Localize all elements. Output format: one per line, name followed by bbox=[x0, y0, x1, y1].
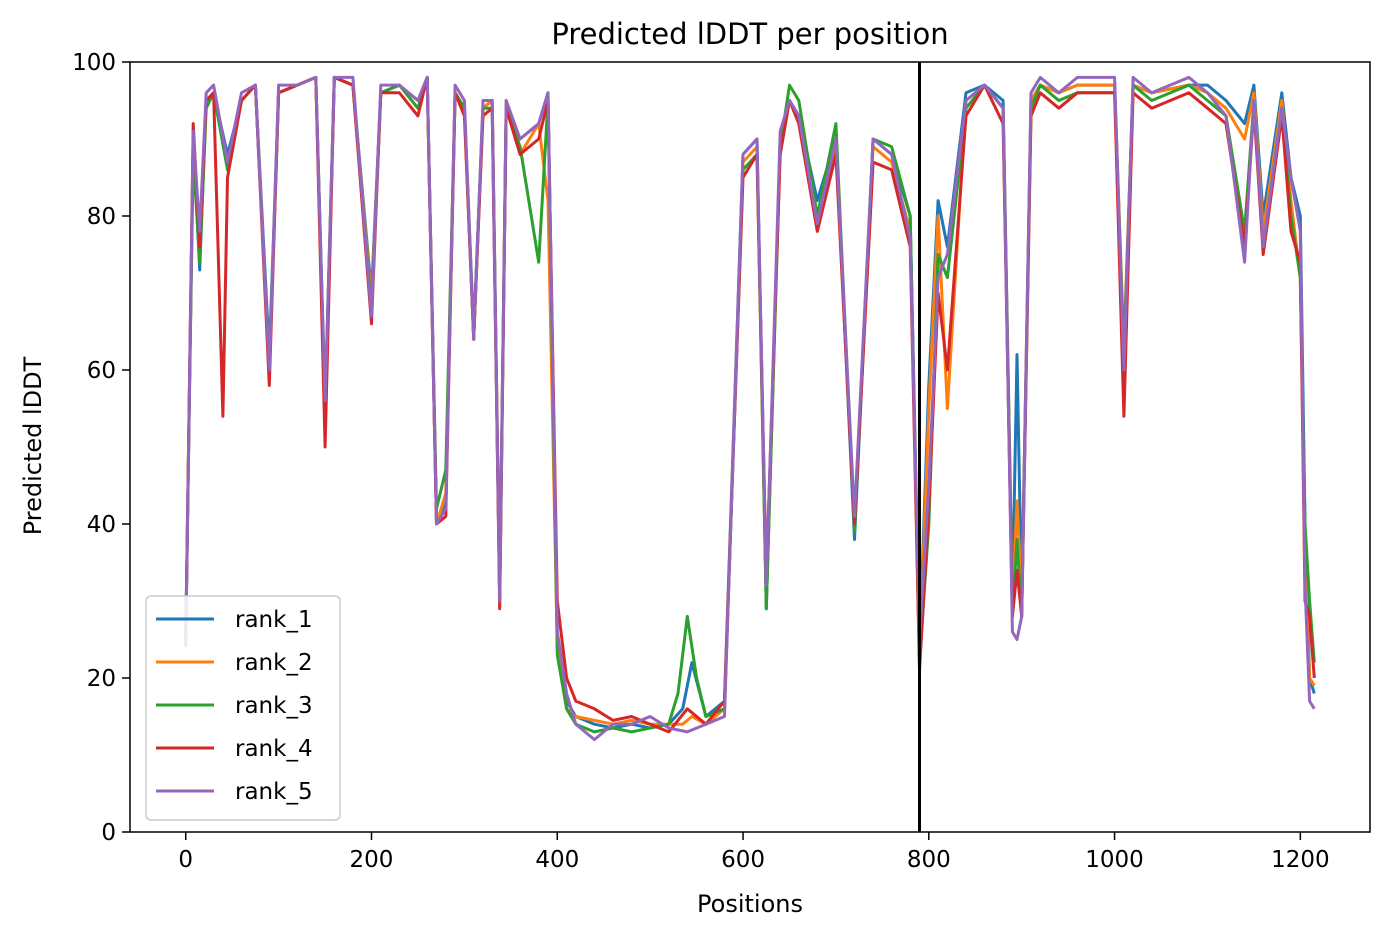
x-tick-label: 1200 bbox=[1271, 847, 1330, 873]
legend-label-rank_3: rank_3 bbox=[235, 693, 313, 719]
y-tick-label: 60 bbox=[87, 358, 116, 384]
plot-frame bbox=[129, 61, 1371, 833]
legend-box bbox=[145, 595, 341, 821]
legend-label-rank_5: rank_5 bbox=[235, 779, 313, 805]
legend-label-rank_2: rank_2 bbox=[235, 650, 313, 676]
chart-title: Predicted lDDT per position bbox=[551, 17, 948, 51]
y-axis-label: Predicted lDDT bbox=[19, 356, 47, 535]
x-axis-label: Positions bbox=[697, 890, 803, 918]
x-tick-label: 200 bbox=[350, 847, 394, 873]
x-tick-label: 1000 bbox=[1085, 847, 1144, 873]
x-tick-label: 600 bbox=[721, 847, 765, 873]
y-tick-label: 100 bbox=[72, 50, 116, 76]
x-tick-label: 400 bbox=[535, 847, 579, 873]
y-tick-label: 20 bbox=[87, 666, 116, 692]
y-tick-label: 40 bbox=[87, 512, 116, 538]
x-tick-label: 800 bbox=[907, 847, 951, 873]
legend-label-rank_4: rank_4 bbox=[235, 736, 313, 762]
x-tick-label: 0 bbox=[178, 847, 193, 873]
y-tick-label: 0 bbox=[101, 820, 116, 846]
legend-label-rank_1: rank_1 bbox=[235, 607, 313, 633]
y-tick-label: 80 bbox=[87, 204, 116, 230]
series-line-rank_5 bbox=[184, 75, 1316, 742]
